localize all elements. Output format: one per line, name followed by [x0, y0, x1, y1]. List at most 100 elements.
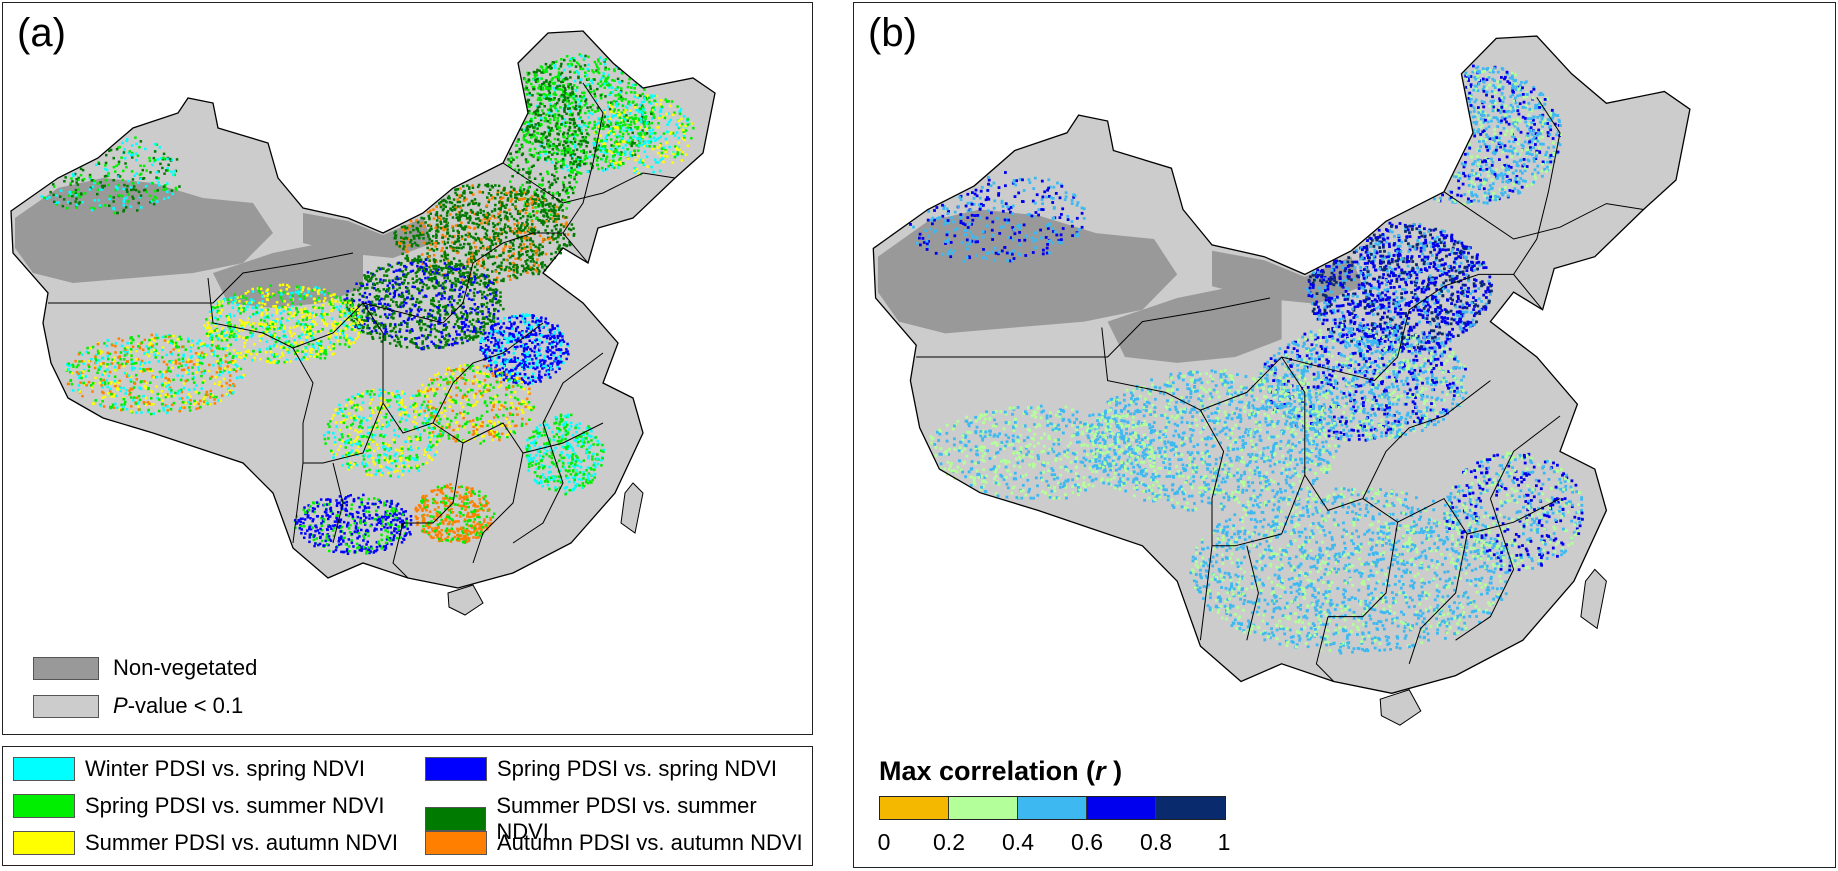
map-pixel	[548, 84, 552, 88]
map-pixel	[548, 91, 551, 94]
map-pixel	[640, 100, 644, 104]
map-pixel	[577, 124, 581, 127]
map-pixel	[642, 118, 645, 121]
map-pixel	[280, 293, 283, 296]
map-pixel	[439, 226, 443, 230]
map-pixel	[481, 261, 485, 264]
map-pixel	[251, 359, 254, 362]
map-pixel	[333, 293, 336, 296]
map-pixel	[82, 368, 86, 372]
map-pixel	[430, 227, 433, 231]
map-pixel	[428, 223, 431, 227]
map-pixel	[437, 311, 440, 315]
map-pixel	[366, 312, 369, 316]
map-pixel	[569, 176, 573, 179]
map-pixel	[642, 140, 646, 143]
map-pixel	[188, 406, 191, 409]
map-pixel	[404, 231, 407, 235]
map-pixel	[574, 89, 578, 92]
map-pixel	[559, 229, 562, 232]
map-pixel	[167, 334, 171, 337]
map-pixel	[476, 291, 479, 294]
map-pixel	[541, 176, 545, 180]
map-pixel	[370, 277, 373, 280]
map-pixel	[461, 263, 464, 267]
map-pixel	[236, 376, 239, 379]
map-pixel	[509, 226, 512, 230]
map-pixel	[268, 295, 272, 299]
map-pixel	[452, 198, 456, 201]
map-pixel	[456, 200, 460, 204]
map-pixel	[174, 359, 178, 362]
map-pixel	[595, 123, 598, 126]
map-pixel	[550, 229, 554, 232]
map-pixel	[556, 247, 560, 251]
map-pixel	[546, 216, 550, 219]
map-pixel	[275, 301, 279, 304]
map-pixel	[198, 361, 202, 365]
map-pixel	[529, 237, 532, 240]
map-pixel	[442, 324, 446, 327]
map-pixel	[364, 287, 367, 290]
map-pixel	[551, 153, 554, 156]
map-pixel	[416, 227, 419, 231]
map-pixel	[275, 345, 278, 348]
map-pixel	[494, 184, 497, 187]
map-pixel	[544, 152, 547, 156]
map-pixel	[399, 240, 403, 244]
map-pixel	[633, 171, 636, 174]
map-pixel	[535, 124, 539, 127]
map-pixel	[470, 298, 473, 302]
map-pixel	[525, 120, 528, 124]
map-pixel	[569, 163, 572, 166]
map-pixel	[578, 164, 582, 167]
map-pixel	[400, 261, 403, 265]
map-pixel	[460, 330, 464, 333]
map-pixel	[465, 312, 469, 315]
map-pixel	[561, 181, 565, 184]
map-pixel	[581, 67, 585, 71]
map-pixel	[405, 301, 408, 305]
map-pixel	[603, 86, 606, 89]
map-pixel	[565, 164, 569, 168]
map-pixel	[521, 183, 524, 187]
map-pixel	[374, 322, 378, 325]
map-pixel	[124, 392, 127, 395]
map-pixel	[516, 164, 520, 168]
map-pixel	[609, 121, 613, 124]
map-pixel	[541, 205, 545, 208]
map-pixel	[553, 104, 556, 107]
map-pixel	[457, 231, 460, 234]
map-pixel	[508, 208, 511, 212]
map-pixel	[504, 243, 507, 246]
map-pixel	[536, 158, 540, 162]
map-pixel	[562, 186, 566, 189]
map-pixel	[458, 271, 461, 274]
map-pixel	[530, 202, 533, 205]
map-pixel	[518, 228, 521, 231]
map-pixel	[636, 125, 640, 129]
map-pixel	[565, 148, 569, 151]
map-pixel	[517, 252, 521, 256]
map-pixel	[493, 238, 496, 241]
map-pixel	[581, 120, 584, 124]
map-pixel	[530, 219, 534, 223]
map-pixel	[422, 282, 426, 286]
map-pixel	[287, 340, 291, 343]
map-pixel	[541, 88, 545, 91]
map-pixel	[605, 140, 608, 143]
map-pixel	[446, 231, 450, 234]
map-pixel	[629, 123, 633, 127]
map-pixel	[533, 72, 537, 76]
map-pixel	[229, 360, 232, 364]
map-pixel	[635, 167, 639, 171]
map-pixel	[261, 333, 264, 337]
map-pixel	[106, 338, 109, 342]
map-pixel	[395, 242, 398, 246]
map-pixel	[316, 353, 319, 357]
map-pixel	[565, 112, 568, 115]
map-pixel	[435, 236, 438, 239]
map-pixel	[127, 374, 131, 377]
map-pixel	[129, 391, 132, 395]
map-pixel	[475, 281, 479, 284]
